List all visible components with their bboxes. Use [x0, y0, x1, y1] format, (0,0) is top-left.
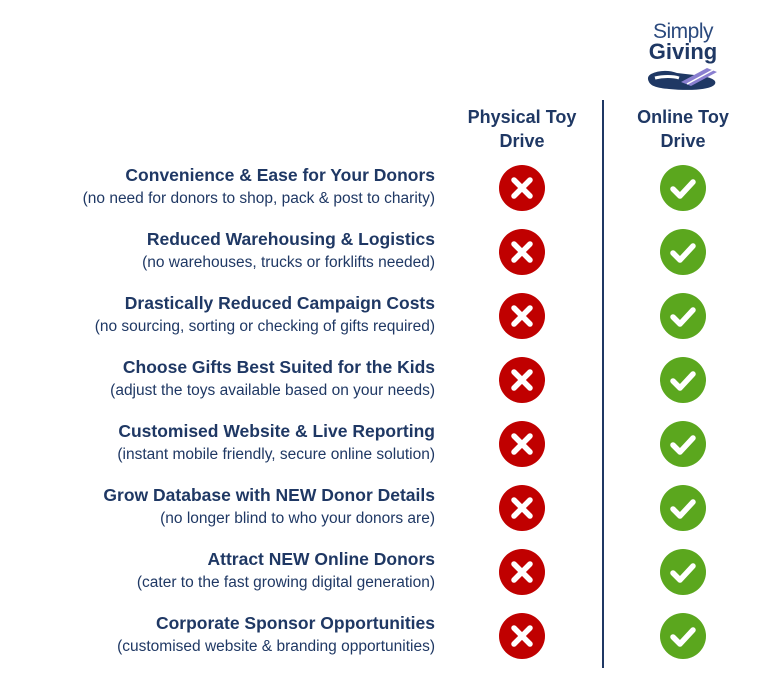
- feature-text: Convenience & Ease for Your Donors (no n…: [83, 163, 435, 211]
- cross-icon: [499, 485, 545, 531]
- comparison-row: Customised Website & Live Reporting (ins…: [0, 419, 771, 483]
- feature-title: Reduced Warehousing & Logistics: [146, 229, 435, 249]
- check-icon: [660, 613, 706, 659]
- feature-subtitle: (no need for donors to shop, pack & post…: [82, 190, 435, 207]
- column-divider: [602, 100, 604, 668]
- cross-icon: [499, 357, 545, 403]
- feature-text: Corporate Sponsor Opportunities (customi…: [117, 611, 435, 659]
- comparison-row: Corporate Sponsor Opportunities (customi…: [0, 611, 771, 675]
- feature-subtitle: (customised website & branding opportuni…: [117, 638, 435, 655]
- cross-icon: [499, 421, 545, 467]
- cross-icon: [499, 165, 545, 211]
- feature-title: Drastically Reduced Campaign Costs: [124, 293, 435, 313]
- logo-line2: Giving: [648, 39, 718, 64]
- column-header-line: Online Toy: [637, 107, 729, 127]
- feature-subtitle: (adjust the toys available based on your…: [110, 382, 435, 399]
- column-header-physical: Physical Toy Drive: [452, 105, 592, 153]
- feature-title: Choose Gifts Best Suited for the Kids: [122, 357, 435, 377]
- feature-subtitle: (no longer blind to who your donors are): [160, 510, 435, 527]
- cross-icon: [499, 293, 545, 339]
- feature-title: Customised Website & Live Reporting: [118, 421, 435, 441]
- check-icon: [660, 293, 706, 339]
- feature-title: Convenience & Ease for Your Donors: [125, 165, 435, 185]
- feature-subtitle: (no sourcing, sorting or checking of gif…: [94, 318, 435, 335]
- comparison-row: Drastically Reduced Campaign Costs (no s…: [0, 291, 771, 355]
- check-icon: [660, 165, 706, 211]
- feature-text: Grow Database with NEW Donor Details (no…: [103, 483, 435, 531]
- comparison-row: Reduced Warehousing & Logistics (no ware…: [0, 227, 771, 291]
- feature-title: Grow Database with NEW Donor Details: [103, 485, 435, 505]
- logo-line1: Simply: [652, 20, 714, 43]
- cross-icon: [499, 613, 545, 659]
- feature-text: Customised Website & Live Reporting (ins…: [117, 419, 435, 467]
- cross-icon: [499, 229, 545, 275]
- column-header-line: Physical Toy: [467, 107, 577, 127]
- feature-title: Attract NEW Online Donors: [207, 549, 435, 569]
- check-icon: [660, 421, 706, 467]
- feature-subtitle: (cater to the fast growing digital gener…: [136, 574, 435, 591]
- feature-title: Corporate Sponsor Opportunities: [155, 613, 435, 633]
- check-icon: [660, 485, 706, 531]
- feature-text: Reduced Warehousing & Logistics (no ware…: [142, 227, 435, 275]
- simply-giving-logo: Simply Giving: [640, 20, 726, 92]
- cross-icon: [499, 549, 545, 595]
- feature-text: Drastically Reduced Campaign Costs (no s…: [95, 291, 435, 339]
- feature-subtitle: (no warehouses, trucks or forklifts need…: [142, 254, 435, 271]
- column-header-line: Drive: [499, 131, 545, 151]
- column-header-line: Drive: [660, 131, 706, 151]
- feature-text: Choose Gifts Best Suited for the Kids (a…: [110, 355, 435, 403]
- check-icon: [660, 357, 706, 403]
- hand-holding-card-icon: [647, 68, 717, 90]
- feature-subtitle: (instant mobile friendly, secure online …: [117, 446, 435, 463]
- column-header-online: Online Toy Drive: [613, 105, 753, 153]
- comparison-row: Grow Database with NEW Donor Details (no…: [0, 483, 771, 547]
- comparison-row: Choose Gifts Best Suited for the Kids (a…: [0, 355, 771, 419]
- check-icon: [660, 549, 706, 595]
- comparison-row: Convenience & Ease for Your Donors (no n…: [0, 163, 771, 227]
- comparison-row: Attract NEW Online Donors (cater to the …: [0, 547, 771, 611]
- check-icon: [660, 229, 706, 275]
- feature-text: Attract NEW Online Donors (cater to the …: [137, 547, 435, 595]
